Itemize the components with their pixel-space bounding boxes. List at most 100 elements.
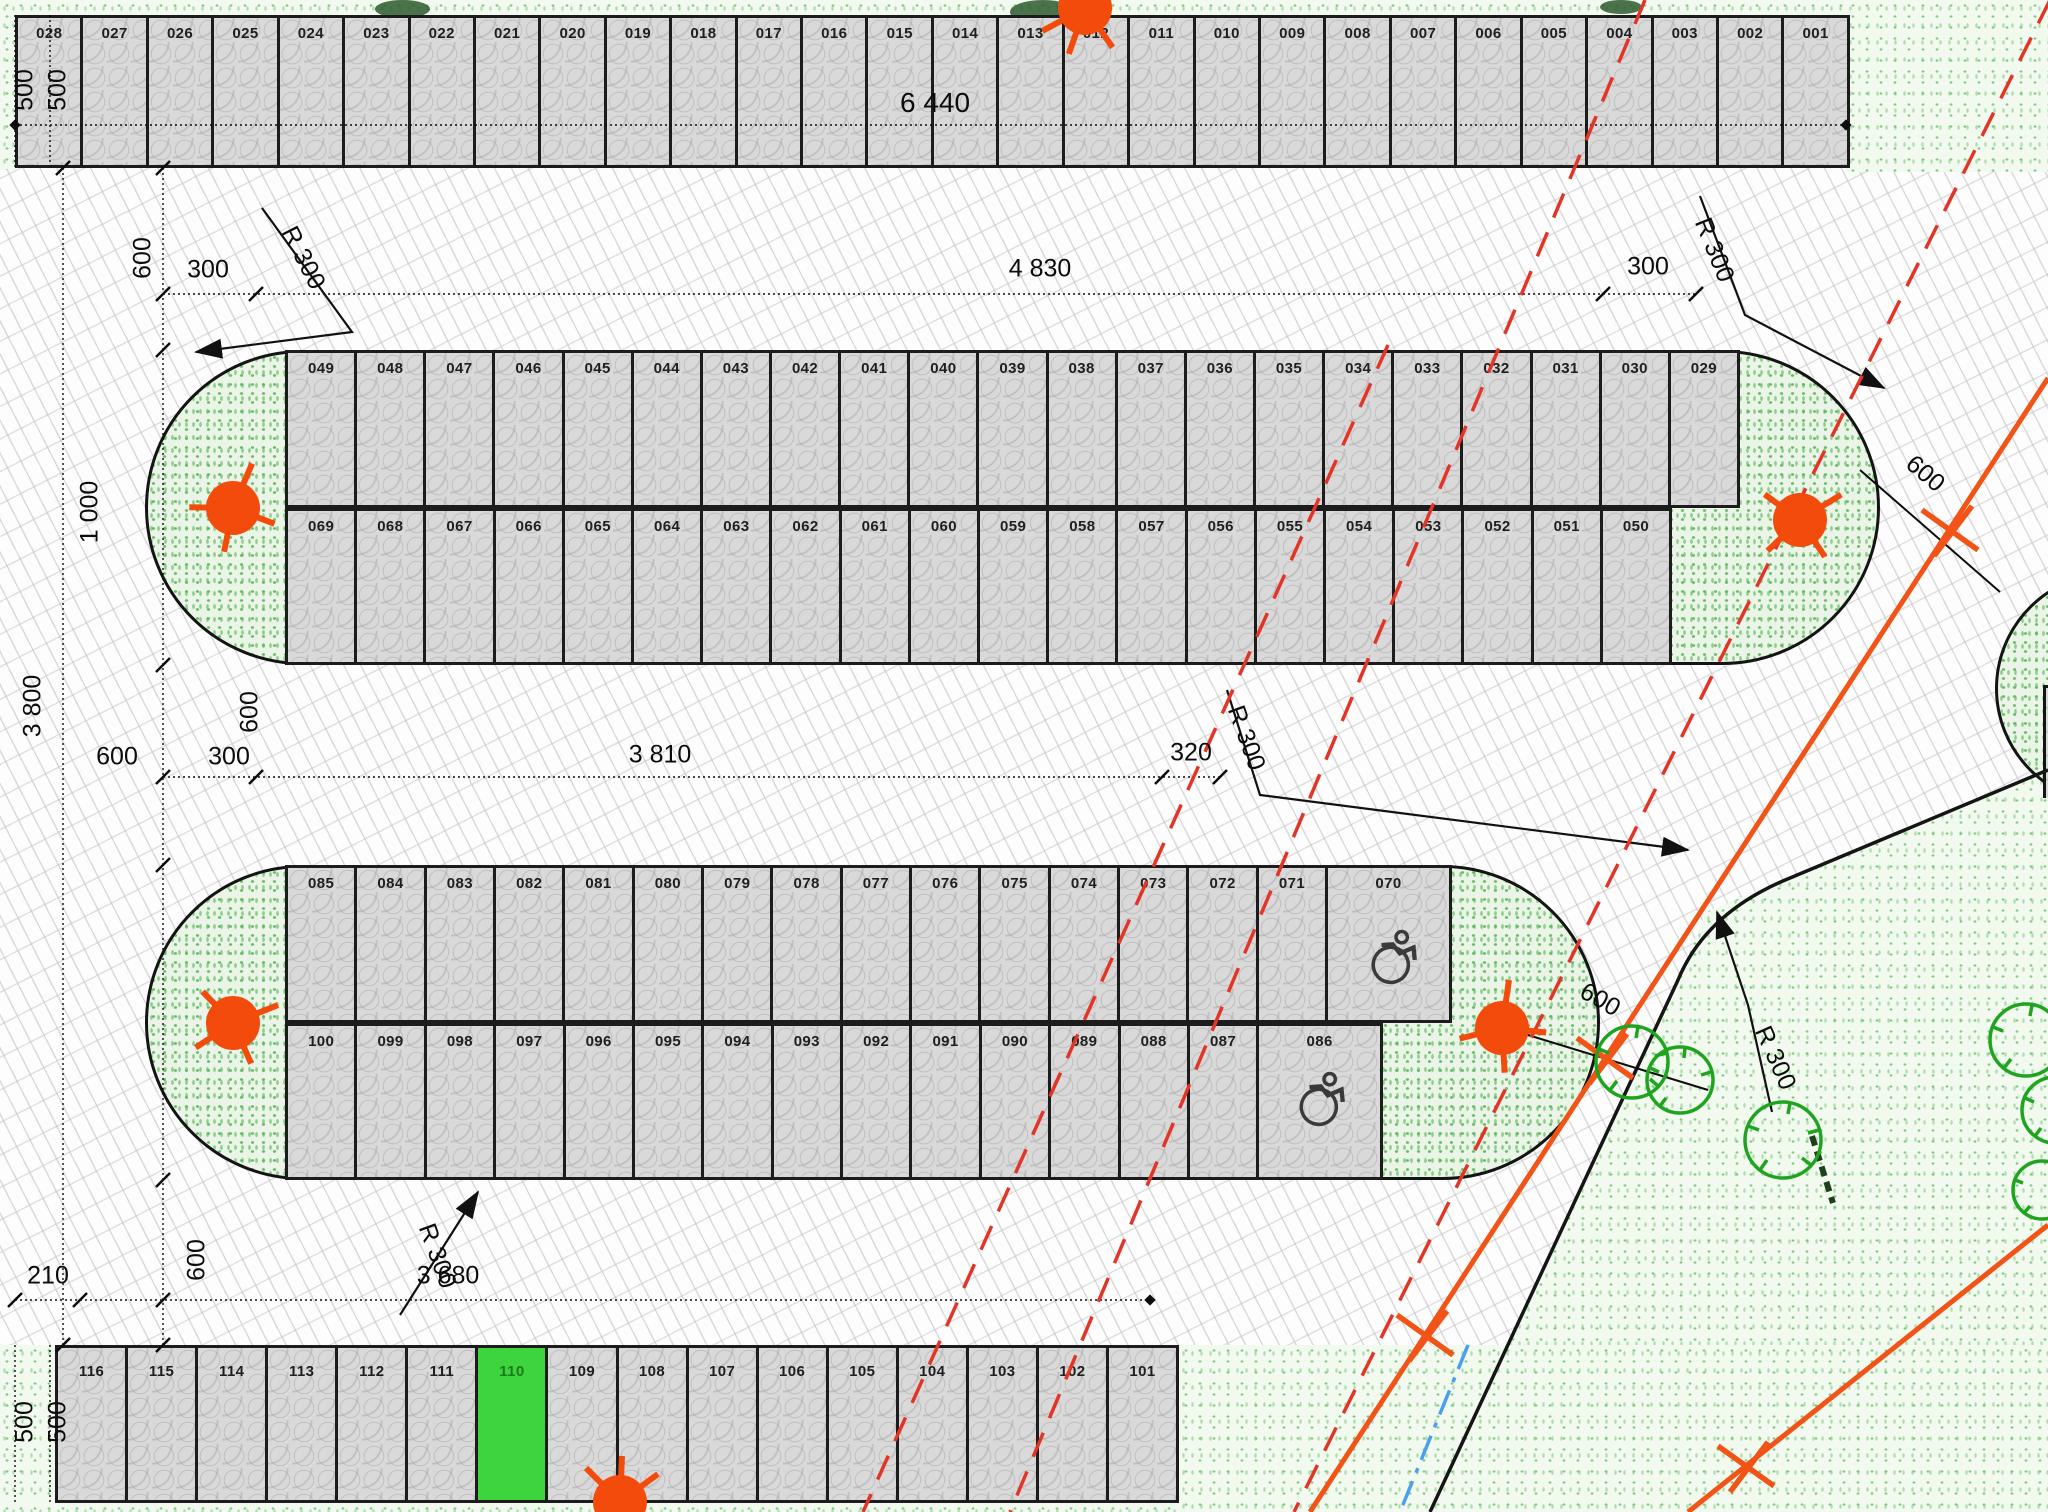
- stall-026[interactable]: 026: [145, 18, 212, 165]
- stall-062[interactable]: 062: [769, 511, 839, 662]
- stall-101[interactable]: 101: [1105, 1348, 1176, 1500]
- stall-077[interactable]: 077: [839, 868, 910, 1020]
- stall-073[interactable]: 073: [1117, 868, 1187, 1020]
- stall-099[interactable]: 099: [354, 1026, 424, 1177]
- stall-076[interactable]: 076: [909, 868, 979, 1020]
- stall-023[interactable]: 023: [342, 18, 408, 165]
- stall-082[interactable]: 082: [493, 868, 563, 1020]
- stall-098[interactable]: 098: [423, 1026, 494, 1177]
- stall-055[interactable]: 055: [1253, 511, 1324, 662]
- stall-004[interactable]: 004: [1585, 18, 1651, 165]
- stall-091[interactable]: 091: [909, 1026, 979, 1177]
- stall-061[interactable]: 061: [838, 511, 908, 662]
- stall-018[interactable]: 018: [669, 18, 735, 165]
- stall-017[interactable]: 017: [734, 18, 801, 165]
- stall-067[interactable]: 067: [423, 511, 493, 662]
- stall-108[interactable]: 108: [615, 1348, 686, 1500]
- stall-069[interactable]: 069: [288, 511, 355, 662]
- stall-047[interactable]: 047: [423, 353, 493, 505]
- stall-063[interactable]: 063: [700, 511, 770, 662]
- stall-003[interactable]: 003: [1650, 18, 1716, 165]
- stall-010[interactable]: 010: [1192, 18, 1259, 165]
- stall-116[interactable]: 116: [58, 1348, 126, 1500]
- stall-046[interactable]: 046: [492, 353, 562, 505]
- stall-033[interactable]: 033: [1391, 353, 1461, 505]
- stall-027[interactable]: 027: [80, 18, 146, 165]
- stall-025[interactable]: 025: [211, 18, 277, 165]
- stall-034[interactable]: 034: [1322, 353, 1392, 505]
- stall-065[interactable]: 065: [561, 511, 632, 662]
- stall-074[interactable]: 074: [1047, 868, 1118, 1020]
- stall-066[interactable]: 066: [492, 511, 562, 662]
- stall-051[interactable]: 051: [1530, 511, 1600, 662]
- stall-052[interactable]: 052: [1461, 511, 1531, 662]
- stall-068[interactable]: 068: [354, 511, 424, 662]
- stall-030[interactable]: 030: [1598, 353, 1668, 505]
- stall-110[interactable]: 110: [475, 1348, 546, 1500]
- stall-039[interactable]: 039: [976, 353, 1046, 505]
- stall-012[interactable]: 012: [1061, 18, 1128, 165]
- stall-053[interactable]: 053: [1392, 511, 1462, 662]
- stall-036[interactable]: 036: [1183, 353, 1253, 505]
- stall-001[interactable]: 001: [1781, 18, 1847, 165]
- stall-050[interactable]: 050: [1599, 511, 1670, 662]
- stall-038[interactable]: 038: [1045, 353, 1115, 505]
- stall-097[interactable]: 097: [493, 1026, 563, 1177]
- stall-019[interactable]: 019: [603, 18, 670, 165]
- stall-093[interactable]: 093: [770, 1026, 840, 1177]
- stall-008[interactable]: 008: [1323, 18, 1389, 165]
- stall-031[interactable]: 031: [1529, 353, 1599, 505]
- stall-103[interactable]: 103: [965, 1348, 1036, 1500]
- stall-005[interactable]: 005: [1519, 18, 1586, 165]
- stall-045[interactable]: 045: [561, 353, 631, 505]
- stall-048[interactable]: 048: [354, 353, 424, 505]
- stall-096[interactable]: 096: [562, 1026, 632, 1177]
- stall-024[interactable]: 024: [276, 18, 343, 165]
- stall-057[interactable]: 057: [1115, 511, 1185, 662]
- stall-115[interactable]: 115: [125, 1348, 196, 1500]
- stall-089[interactable]: 089: [1048, 1026, 1118, 1177]
- stall-037[interactable]: 037: [1114, 353, 1184, 505]
- stall-095[interactable]: 095: [631, 1026, 702, 1177]
- stall-100[interactable]: 100: [288, 1026, 355, 1177]
- stall-016[interactable]: 016: [800, 18, 866, 165]
- stall-044[interactable]: 044: [630, 353, 700, 505]
- stall-078[interactable]: 078: [770, 868, 840, 1020]
- stall-111[interactable]: 111: [405, 1348, 476, 1500]
- stall-014[interactable]: 014: [930, 18, 997, 165]
- stall-085[interactable]: 085: [288, 868, 355, 1020]
- stall-106[interactable]: 106: [755, 1348, 826, 1500]
- stall-087[interactable]: 087: [1186, 1026, 1257, 1177]
- stall-043[interactable]: 043: [699, 353, 769, 505]
- stall-064[interactable]: 064: [631, 511, 701, 662]
- stall-088[interactable]: 088: [1117, 1026, 1187, 1177]
- stall-029[interactable]: 029: [1667, 353, 1737, 505]
- stall-102[interactable]: 102: [1035, 1348, 1106, 1500]
- stall-114[interactable]: 114: [195, 1348, 266, 1500]
- stall-011[interactable]: 011: [1127, 18, 1193, 165]
- stall-113[interactable]: 113: [265, 1348, 336, 1500]
- stall-021[interactable]: 021: [472, 18, 539, 165]
- stall-020[interactable]: 020: [538, 18, 604, 165]
- stall-035[interactable]: 035: [1252, 353, 1323, 505]
- stall-028[interactable]: 028: [18, 18, 81, 165]
- stall-007[interactable]: 007: [1388, 18, 1455, 165]
- stall-090[interactable]: 090: [978, 1026, 1049, 1177]
- stall-049[interactable]: 049: [288, 353, 355, 505]
- stall-059[interactable]: 059: [977, 511, 1047, 662]
- stall-084[interactable]: 084: [354, 868, 424, 1020]
- stall-092[interactable]: 092: [840, 1026, 910, 1177]
- stall-002[interactable]: 002: [1715, 18, 1782, 165]
- stall-086[interactable]: 086: [1256, 1026, 1381, 1177]
- stall-083[interactable]: 083: [423, 868, 494, 1020]
- stall-054[interactable]: 054: [1323, 511, 1393, 662]
- stall-075[interactable]: 075: [978, 868, 1048, 1020]
- stall-109[interactable]: 109: [545, 1348, 616, 1500]
- stall-112[interactable]: 112: [335, 1348, 406, 1500]
- stall-041[interactable]: 041: [838, 353, 908, 505]
- stall-060[interactable]: 060: [907, 511, 978, 662]
- stall-105[interactable]: 105: [825, 1348, 896, 1500]
- stall-042[interactable]: 042: [768, 353, 839, 505]
- stall-056[interactable]: 056: [1184, 511, 1254, 662]
- stall-040[interactable]: 040: [907, 353, 977, 505]
